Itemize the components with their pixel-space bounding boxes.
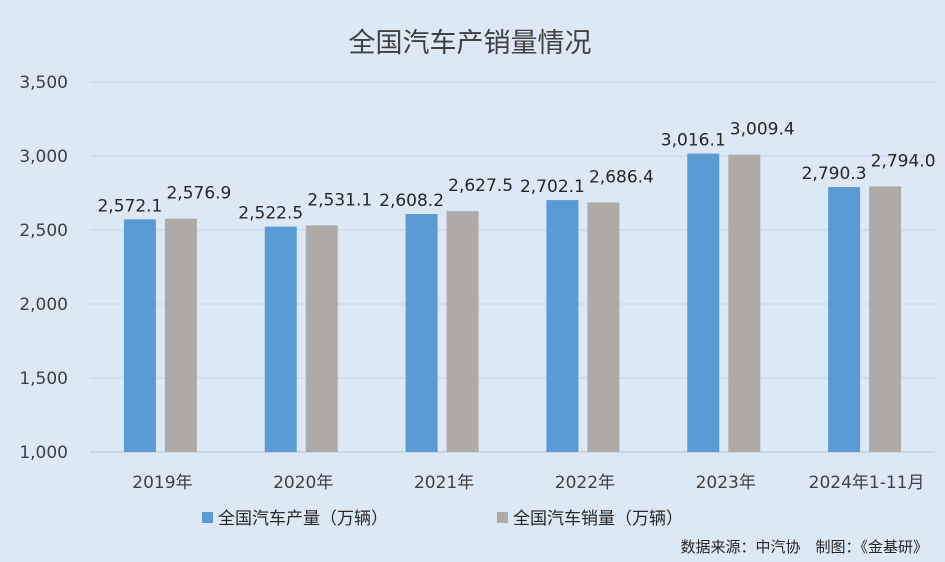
legend-label-series-2: 全国汽车销量（万辆） — [513, 509, 683, 529]
data-label-series-2: 3,009.4 — [730, 120, 795, 140]
y-tick-label: 3,000 — [19, 147, 68, 167]
bar-series-1 — [828, 187, 861, 453]
data-label-series-2: 2,627.5 — [448, 176, 513, 196]
legend-swatch-series-2 — [497, 512, 508, 523]
x-tick-label: 2020年 — [273, 473, 333, 493]
bar-series-2 — [869, 186, 902, 452]
data-label-series-2: 2,531.1 — [307, 190, 372, 210]
x-axis-ticks: 2019年 2020年 2021年 2022年 2023年 2024年1-11月 — [132, 473, 924, 493]
data-label-series-1: 3,016.1 — [661, 131, 726, 151]
x-tick-label: 2021年 — [414, 473, 474, 493]
legend-swatch-series-1 — [202, 512, 213, 523]
source-note: 数据来源：中汽协 制图：《金基研》 — [680, 538, 928, 556]
y-tick-label: 2,000 — [19, 295, 68, 315]
y-tick-label: 2,500 — [19, 221, 68, 241]
data-label-series-2: 2,686.4 — [589, 167, 654, 187]
bars — [123, 153, 902, 453]
legend-label-series-1: 全国汽车产量（万辆） — [218, 509, 388, 529]
data-label-series-2: 2,576.9 — [166, 184, 231, 204]
bar-series-1 — [264, 226, 297, 452]
bar-series-1 — [546, 200, 579, 452]
chart-title: 全国汽车产销量情况 — [349, 28, 592, 59]
bar-series-2 — [728, 154, 761, 452]
data-labels: 2,572.12,576.9 2,522.52,531.1 2,608.22,627… — [97, 120, 935, 224]
gridlines — [90, 81, 935, 453]
y-axis-ticks: 1,000 1,500 2,000 2,500 3,000 3,500 — [19, 73, 68, 463]
data-label-series-1: 2,790.3 — [802, 164, 867, 184]
data-label-series-1: 2,522.5 — [238, 204, 303, 224]
x-tick-label: 2019年 — [132, 473, 192, 493]
bar-series-1 — [405, 213, 438, 452]
bar-series-2 — [587, 202, 620, 452]
x-tick-label: 2023年 — [696, 473, 756, 493]
x-tick-label: 2024年1-11月 — [809, 473, 925, 493]
bar-series-2 — [164, 218, 197, 452]
y-tick-label: 3,500 — [19, 73, 68, 93]
data-label-series-1: 2,702.1 — [520, 177, 585, 197]
bar-series-1 — [123, 219, 156, 452]
y-tick-label: 1,000 — [19, 443, 68, 463]
data-label-series-1: 2,608.2 — [379, 191, 444, 211]
bar-series-2 — [305, 225, 338, 452]
x-tick-label: 2022年 — [555, 473, 615, 493]
legend: 全国汽车产量（万辆） 全国汽车销量（万辆） — [202, 509, 683, 529]
data-label-series-2: 2,794.0 — [871, 151, 936, 171]
bar-series-2 — [446, 211, 479, 452]
bar-series-1 — [687, 153, 720, 453]
y-tick-label: 1,500 — [19, 369, 68, 389]
data-label-series-1: 2,572.1 — [97, 196, 162, 216]
